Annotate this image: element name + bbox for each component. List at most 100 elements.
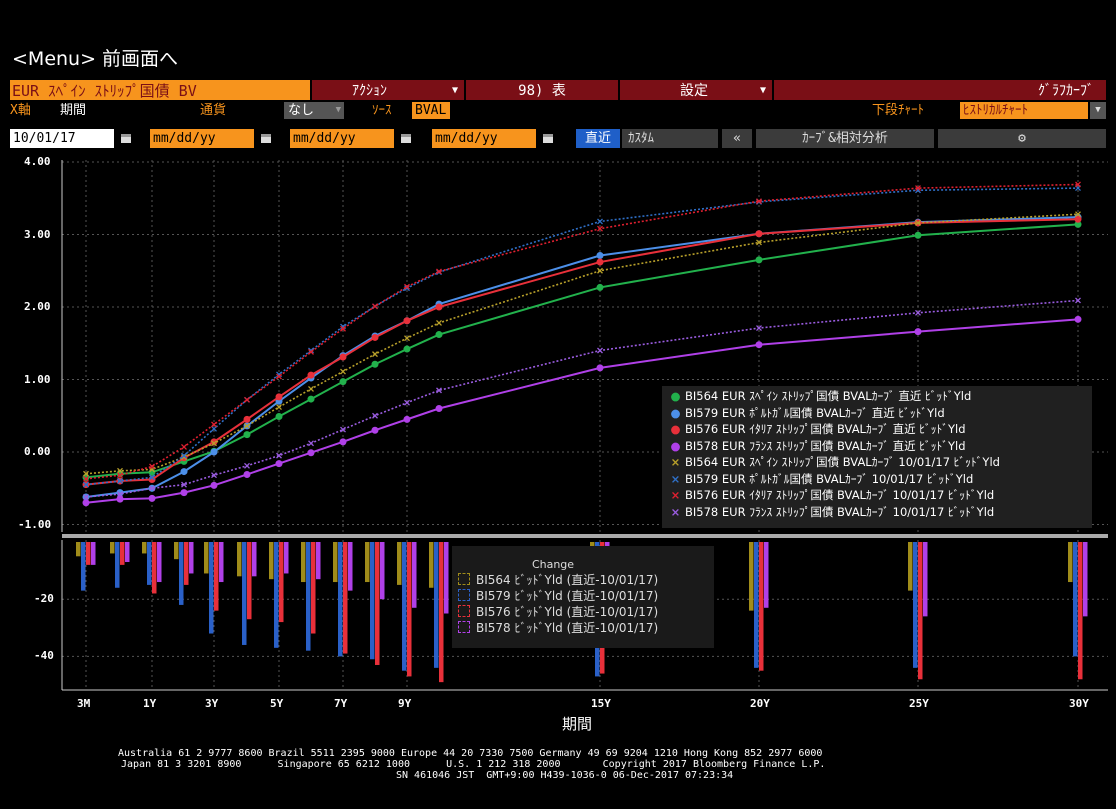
y-tick-label: -40 bbox=[34, 649, 54, 663]
gear-icon[interactable]: ⚙ bbox=[938, 129, 1106, 148]
xaxis-value[interactable]: 期間 bbox=[60, 103, 87, 118]
change-bar bbox=[86, 542, 91, 565]
custom-button[interactable]: ｶｽﾀﾑ bbox=[622, 129, 718, 148]
date-input-2[interactable]: mm/dd/yy bbox=[150, 129, 254, 148]
data-point bbox=[83, 475, 89, 482]
graph-curve-label: ｸﾞﾗﾌｶｰﾌﾞ bbox=[1038, 83, 1094, 99]
curve-analysis-button[interactable]: ｶｰﾌﾞ&相対分析 bbox=[756, 129, 934, 148]
currency-value: なし bbox=[288, 103, 315, 118]
lower-chart-select[interactable]: ﾋｽﾄﾘｶﾙﾁｬｰﾄ bbox=[960, 102, 1088, 119]
change-bar bbox=[434, 542, 439, 668]
data-point bbox=[210, 481, 218, 489]
graph-curve-button[interactable]: ｸﾞﾗﾌｶｰﾌﾞ bbox=[774, 80, 1106, 100]
legend-swatch bbox=[458, 573, 470, 585]
series-line bbox=[85, 299, 1079, 498]
data-point bbox=[435, 303, 443, 311]
data-point bbox=[340, 325, 346, 332]
change-bar bbox=[110, 542, 115, 554]
data-point bbox=[116, 495, 124, 503]
data-point bbox=[244, 422, 250, 429]
data-point bbox=[914, 328, 922, 336]
calendar-icon[interactable] bbox=[398, 129, 414, 148]
settings-menu[interactable]: 設定 ▼ bbox=[620, 80, 772, 100]
change-bar bbox=[918, 542, 923, 680]
data-point bbox=[436, 268, 442, 275]
series-line bbox=[85, 318, 1079, 504]
legend-item: ● BI578 EUR ﾌﾗﾝｽ ｽﾄﾘｯﾌﾟ国債 BVALｶｰﾌﾞ 直近 ﾋﾞｯ… bbox=[662, 438, 1092, 455]
data-point bbox=[116, 489, 124, 497]
data-point bbox=[276, 452, 282, 459]
data-point bbox=[339, 378, 347, 386]
data-point bbox=[180, 468, 188, 476]
legend-item: BI564 ﾋﾞｯﾄﾞYld (直近-10/01/17) bbox=[452, 571, 714, 587]
security-field[interactable]: EUR ｽﾍﾟｲﾝ ｽﾄﾘｯﾌﾟ国債 BV bbox=[10, 80, 310, 100]
source-field[interactable]: BVAL bbox=[412, 102, 450, 119]
x-tick-label: 3Y bbox=[205, 697, 219, 710]
data-point bbox=[596, 283, 604, 291]
change-bar bbox=[338, 542, 343, 657]
y-tick-label: 2.00 bbox=[24, 300, 51, 313]
data-point bbox=[275, 393, 283, 401]
legend-item: × BI564 EUR ｽﾍﾟｲﾝ ｽﾄﾘｯﾌﾟ国債 BVALｶｰﾌﾞ 10/01… bbox=[662, 454, 1092, 471]
start-date-input[interactable]: 10/01/17 bbox=[10, 129, 114, 148]
y-tick-label: 4.00 bbox=[24, 155, 51, 168]
data-point bbox=[915, 219, 921, 226]
data-point bbox=[276, 404, 282, 411]
change-bar bbox=[252, 542, 257, 577]
table-button[interactable]: 98) 表 bbox=[466, 80, 618, 100]
data-point bbox=[755, 341, 763, 349]
data-point bbox=[436, 387, 442, 394]
change-bar bbox=[214, 542, 219, 611]
chevron-down-icon[interactable]: ▼ bbox=[1090, 102, 1106, 119]
footer-line: Japan 81 3 3201 8900 Singapore 65 6212 1… bbox=[121, 759, 826, 770]
data-point bbox=[340, 368, 346, 375]
recent-button[interactable]: 直近 bbox=[576, 129, 620, 148]
change-bar bbox=[412, 542, 417, 608]
date-input-4[interactable]: mm/dd/yy bbox=[432, 129, 536, 148]
data-point bbox=[597, 218, 603, 225]
data-point bbox=[82, 473, 90, 481]
data-point bbox=[435, 405, 443, 412]
calendar-icon[interactable] bbox=[540, 129, 556, 148]
change-bar bbox=[343, 542, 348, 654]
change-bar bbox=[370, 542, 375, 660]
change-bar bbox=[142, 542, 147, 554]
calendar-icon[interactable] bbox=[258, 129, 274, 148]
change-bar bbox=[348, 542, 353, 591]
data-point bbox=[276, 373, 282, 380]
change-bar bbox=[279, 542, 284, 623]
change-bar bbox=[1068, 542, 1073, 583]
x-axis-label: 期間 bbox=[562, 715, 593, 733]
x-tick-label: 20Y bbox=[750, 697, 770, 710]
legend-marker: ● bbox=[670, 389, 681, 404]
change-bar bbox=[219, 542, 224, 583]
change-bar bbox=[380, 542, 385, 600]
currency-select[interactable]: なし ▼ bbox=[284, 102, 344, 119]
data-point bbox=[243, 470, 251, 478]
change-bar bbox=[284, 542, 289, 574]
data-point bbox=[275, 460, 283, 468]
data-point bbox=[596, 364, 604, 372]
menu-link[interactable]: <Menu> 前画面へ bbox=[12, 48, 179, 70]
calendar-icon[interactable] bbox=[118, 129, 134, 148]
date-input-3[interactable]: mm/dd/yy bbox=[290, 129, 394, 148]
chevron-down-icon: ▼ bbox=[335, 105, 341, 115]
data-point bbox=[403, 415, 411, 423]
actions-menu[interactable]: ｱｸｼｮﾝ ▼ bbox=[312, 80, 464, 100]
data-point bbox=[211, 472, 217, 479]
lower-chart-label: 下段ﾁｬｰﾄ bbox=[872, 103, 925, 118]
data-point bbox=[117, 491, 123, 498]
data-point bbox=[1074, 215, 1082, 223]
data-point bbox=[308, 440, 314, 447]
data-point bbox=[1075, 181, 1081, 188]
series-line bbox=[85, 218, 1079, 486]
collapse-button[interactable]: « bbox=[722, 129, 752, 148]
change-bar bbox=[923, 542, 928, 617]
legend-marker: × bbox=[670, 504, 681, 519]
legend-item: BI578 ﾋﾞｯﾄﾞYld (直近-10/01/17) bbox=[452, 619, 714, 635]
data-point bbox=[371, 333, 379, 341]
change-bar bbox=[269, 542, 274, 580]
legend-marker: × bbox=[670, 455, 681, 470]
change-bar bbox=[247, 542, 252, 620]
